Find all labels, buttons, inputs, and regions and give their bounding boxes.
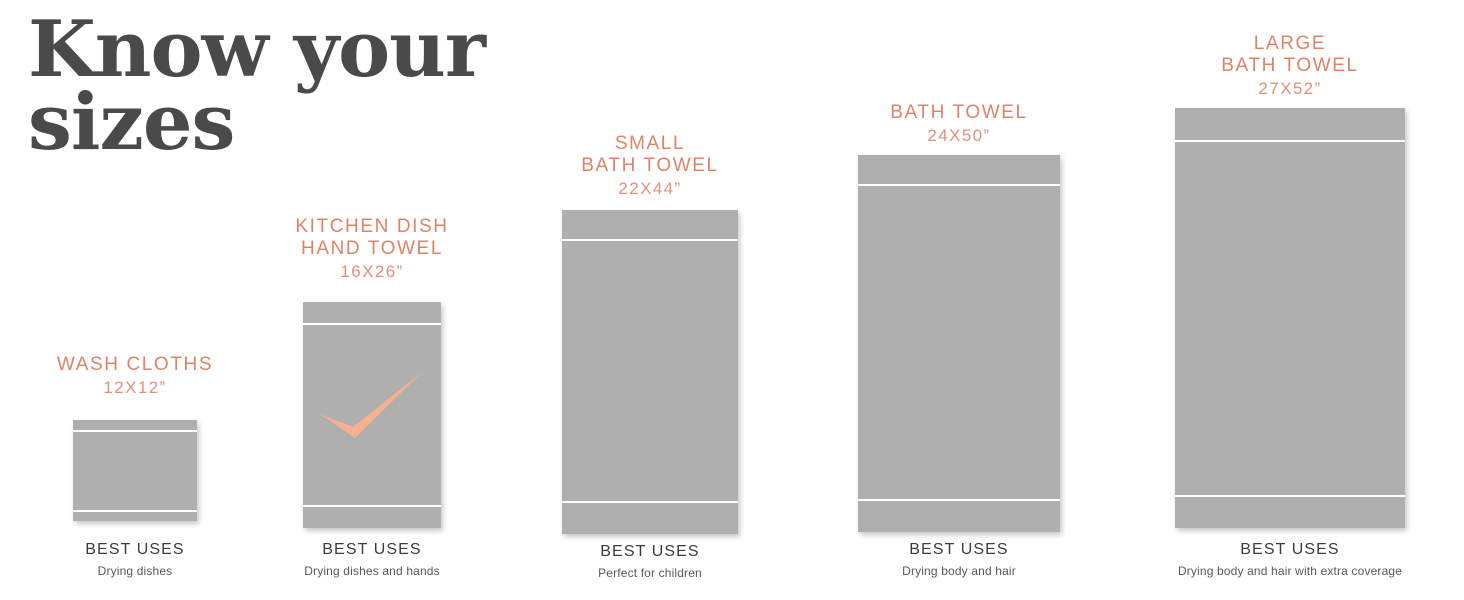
best-uses-label: BEST USES — [85, 541, 185, 558]
towel-stripe-bottom — [1175, 495, 1405, 497]
best-uses-description: Drying dishes — [97, 564, 173, 578]
towel-name-line-1: WASH CLOTHS — [56, 354, 214, 375]
best-uses-label: BEST USES — [1240, 541, 1340, 558]
check-icon — [320, 372, 422, 438]
towel-dimensions: 27X52” — [1258, 79, 1322, 98]
best-uses-description: Drying body and hair — [902, 564, 1016, 578]
towel-caption-large-bath-towel: BEST USES Drying body and hair with extr… — [1178, 540, 1402, 579]
page-title-line-1: Know your — [28, 4, 486, 95]
towel-caption-bath-towel: BEST USES Drying body and hair — [902, 540, 1016, 579]
towel-stripe-bottom — [303, 505, 441, 507]
best-uses-description: Drying body and hair with extra coverage — [1177, 564, 1403, 578]
towel-stripe-bottom — [858, 499, 1060, 501]
towel-dimensions: 24X50” — [927, 126, 991, 145]
towel-column-kitchen-dish-hand-towel: KITCHEN DISH HAND TOWEL 16X26” BEST USES… — [295, 0, 447, 600]
towel-shape-wash-cloths — [73, 420, 197, 521]
towel-stripe-bottom — [73, 510, 197, 512]
towel-name-line-2: BATH TOWEL — [1221, 55, 1359, 76]
towel-stripe-bottom — [562, 501, 738, 503]
towel-column-large-bath-towel: LARGE BATH TOWEL 27X52” BEST USES Drying… — [1175, 0, 1405, 600]
towel-name-line-1: LARGE — [1253, 33, 1327, 54]
towel-shape-bath-towel — [858, 155, 1060, 532]
towel-caption-kitchen-dish-hand-towel: BEST USES Drying dishes and hands — [304, 540, 440, 579]
best-uses-label: BEST USES — [600, 543, 700, 560]
towel-dimensions: 12X12” — [103, 378, 167, 397]
towel-heading-large-bath-towel: LARGE BATH TOWEL 27X52” — [1221, 33, 1358, 100]
towel-dimensions: 16X26” — [340, 262, 404, 281]
page-title: Know your sizes — [28, 4, 568, 168]
page-title-line-2: sizes — [28, 76, 235, 168]
towel-shape-kitchen-dish-hand-towel — [303, 302, 441, 528]
towel-heading-bath-towel: BATH TOWEL 24X50” — [890, 102, 1027, 147]
towel-name-line-2: BATH TOWEL — [581, 155, 719, 176]
towel-column-bath-towel: BATH TOWEL 24X50” BEST USES Drying body … — [858, 0, 1060, 600]
checkmark-overlay — [317, 370, 427, 438]
towel-column-wash-cloths: WASH CLOTHS 12X12” BEST USES Drying dish… — [57, 0, 212, 600]
towel-dimensions: 22X44” — [618, 179, 682, 198]
best-uses-description: Drying dishes and hands — [304, 564, 440, 578]
towel-stripe-top — [303, 323, 441, 325]
towel-heading-wash-cloths: WASH CLOTHS 12X12” — [57, 354, 213, 399]
towel-heading-small-bath-towel: SMALL BATH TOWEL 22X44” — [581, 133, 718, 200]
towel-name-line-2: HAND TOWEL — [301, 238, 443, 259]
best-uses-description: Perfect for children — [598, 566, 702, 580]
towel-shape-large-bath-towel — [1175, 108, 1405, 528]
towel-column-small-bath-towel: SMALL BATH TOWEL 22X44” BEST USES Perfec… — [562, 0, 738, 600]
towel-name-line-1: BATH TOWEL — [890, 102, 1028, 123]
towel-heading-kitchen-dish-hand-towel: KITCHEN DISH HAND TOWEL 16X26” — [295, 216, 448, 283]
towel-name-line-1: SMALL — [614, 133, 686, 154]
towel-name-line-1: KITCHEN DISH — [295, 216, 449, 237]
towel-stripe-top — [1175, 140, 1405, 142]
towel-stripe-top — [858, 184, 1060, 186]
towel-stripe-top — [562, 239, 738, 241]
towel-stripe-top — [73, 430, 197, 432]
towel-shape-small-bath-towel — [562, 210, 738, 534]
best-uses-label: BEST USES — [909, 541, 1009, 558]
best-uses-label: BEST USES — [322, 541, 422, 558]
towel-caption-small-bath-towel: BEST USES Perfect for children — [598, 542, 702, 581]
towel-caption-wash-cloths: BEST USES Drying dishes — [85, 540, 184, 579]
